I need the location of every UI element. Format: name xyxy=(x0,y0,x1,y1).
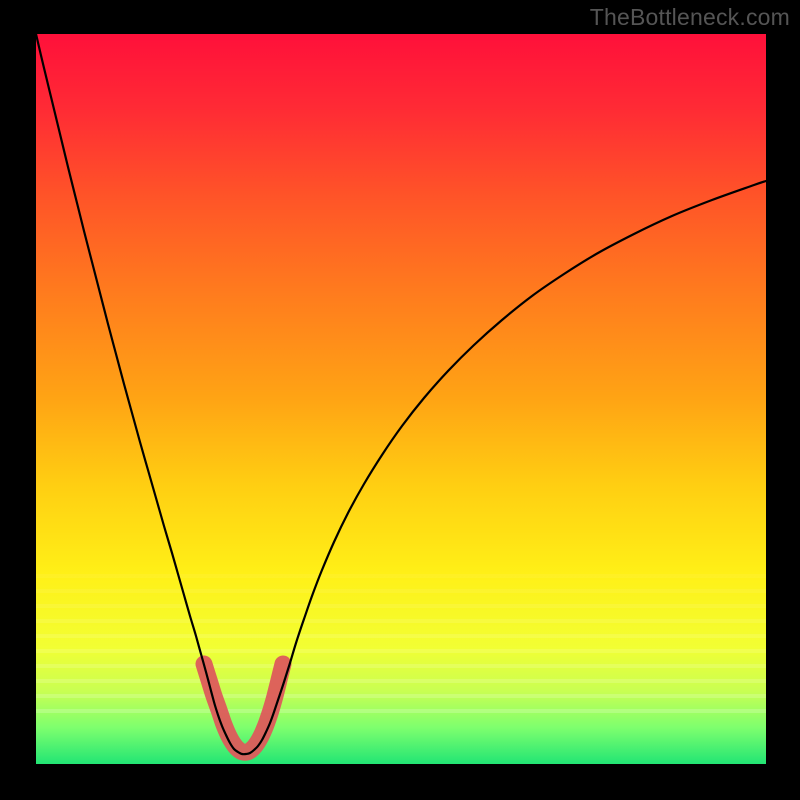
chart-stage: TheBottleneck.com xyxy=(0,0,800,800)
chart-svg xyxy=(0,0,800,800)
watermark-text: TheBottleneck.com xyxy=(590,4,790,31)
plot-background xyxy=(36,34,766,764)
